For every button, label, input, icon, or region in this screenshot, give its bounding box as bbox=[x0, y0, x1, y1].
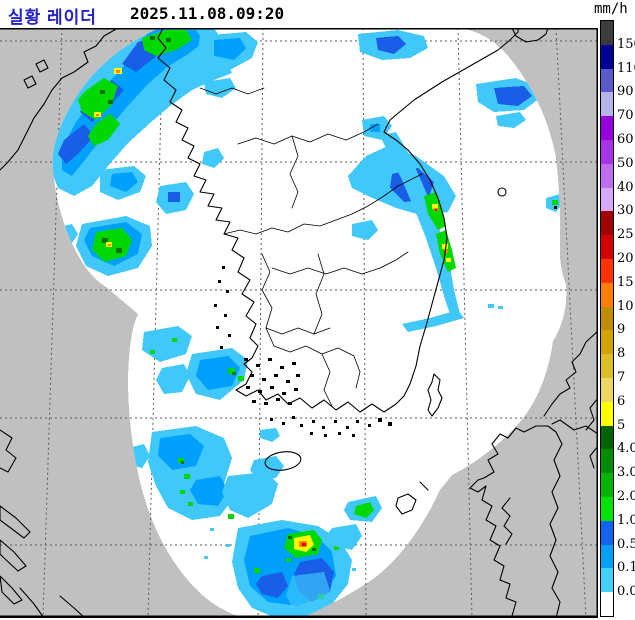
legend-value-label: 25 bbox=[617, 227, 634, 243]
legend-color-segment bbox=[601, 116, 613, 140]
legend-labels: 150 110 90 70 60 50 40 30 25 20 15 10 9 8 7 6 5 4.0 3.0 2.0… bbox=[617, 20, 635, 618]
legend-color-segment bbox=[601, 330, 613, 355]
legend-value-label: 5 bbox=[617, 417, 626, 433]
legend-color-segment bbox=[601, 544, 613, 569]
legend-unit-label: mm/h bbox=[594, 1, 628, 17]
legend-color-segment bbox=[601, 306, 613, 331]
legend-value-label: 6 bbox=[617, 393, 626, 409]
legend-value-label: 2.0 bbox=[617, 489, 635, 504]
legend-value-label: 90 bbox=[617, 84, 634, 100]
page-title: 실황 레이더 bbox=[8, 8, 97, 27]
legend-value-label: 4.0 bbox=[617, 441, 635, 457]
legend-value-label: 3.0 bbox=[617, 465, 635, 481]
legend-color-segment bbox=[601, 235, 613, 259]
coastlines bbox=[0, 27, 599, 619]
header-bar: 실황 레이더 2025.11.08.09:20 mm/h bbox=[0, 0, 635, 28]
legend-color-segment bbox=[601, 282, 613, 307]
legend-value-label: 60 bbox=[617, 132, 634, 147]
legend-color-segment bbox=[601, 401, 613, 426]
legend-value-label: 9 bbox=[617, 322, 626, 338]
legend-value-label: 20 bbox=[617, 251, 634, 266]
radar-map-image[interactable] bbox=[0, 27, 599, 620]
legend-value-label: 7 bbox=[617, 370, 626, 385]
legend-color-segment bbox=[601, 568, 613, 593]
legend-value-label: 110 bbox=[617, 60, 635, 76]
observation-timestamp: 2025.11.08.09:20 bbox=[130, 4, 285, 23]
legend-color-segment bbox=[601, 258, 613, 283]
legend-color-segment bbox=[601, 44, 613, 69]
legend-color-segment bbox=[601, 496, 613, 521]
legend-color-segment bbox=[601, 187, 613, 212]
legend-color-segment bbox=[601, 68, 613, 93]
legend-value-label: 15 bbox=[617, 274, 634, 290]
legend-value-label: 0.0 bbox=[617, 584, 635, 600]
legend-color-segment bbox=[601, 377, 613, 402]
legend-color-segment bbox=[601, 139, 613, 164]
precipitation-layer bbox=[52, 28, 564, 618]
legend-color-segment bbox=[601, 92, 613, 117]
legend-value-label: 40 bbox=[617, 179, 634, 195]
legend-color-segment bbox=[601, 473, 613, 497]
legend-color-segment bbox=[601, 211, 613, 236]
legend-value-label: 0.5 bbox=[617, 536, 635, 552]
island-dots bbox=[214, 266, 392, 437]
legend-color-segment bbox=[601, 449, 613, 474]
legend-value-label: 50 bbox=[617, 155, 634, 171]
legend-value-label: 30 bbox=[617, 203, 634, 219]
legend-color-segment bbox=[601, 163, 613, 188]
legend-bar bbox=[600, 20, 614, 617]
map-frame-border bbox=[0, 28, 598, 618]
legend-value-label: 0.1 bbox=[617, 560, 635, 576]
legend-value-label: 1.0 bbox=[617, 512, 635, 528]
legend-value-label: 70 bbox=[617, 108, 634, 124]
graticule-grid bbox=[0, 27, 598, 619]
legend-value-label: 10 bbox=[617, 298, 634, 314]
legend-color-segment bbox=[601, 520, 613, 545]
radar-map-canvas bbox=[0, 27, 599, 620]
legend-value-label: 150 bbox=[617, 36, 635, 52]
legend-color-segment bbox=[601, 592, 613, 616]
legend-color-segment bbox=[601, 425, 613, 450]
legend-color-segment bbox=[601, 21, 613, 45]
legend-value-label: 8 bbox=[617, 346, 626, 362]
legend-color-segment bbox=[601, 354, 613, 378]
